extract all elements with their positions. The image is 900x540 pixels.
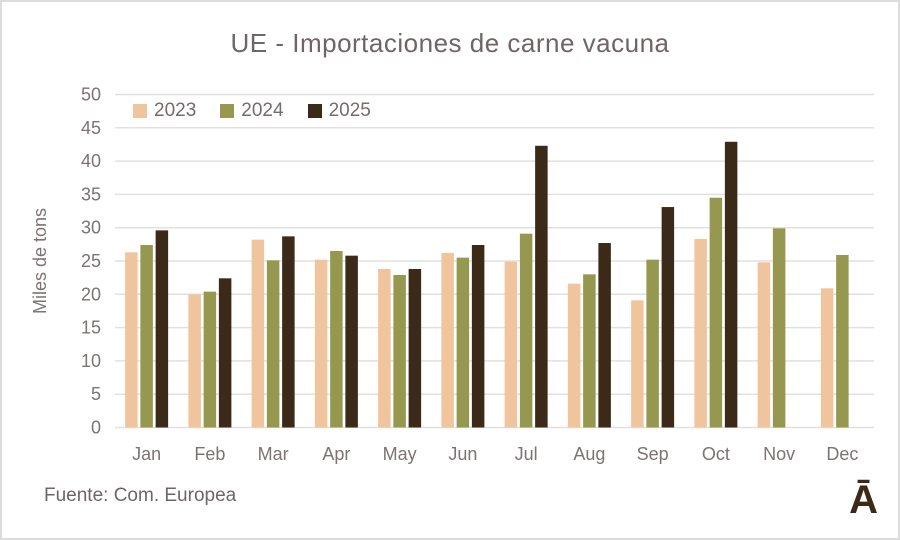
- y-tick-label-25: 25: [81, 251, 101, 271]
- x-tick-label-jun: Jun: [448, 444, 477, 464]
- x-tick-label-oct: Oct: [702, 444, 730, 464]
- bar-feb-2023: [188, 294, 201, 428]
- bar-may-2025: [408, 268, 422, 428]
- y-tick-label-40: 40: [81, 151, 101, 171]
- bar-jan-2024: [140, 245, 153, 428]
- bar-apr-2024: [330, 251, 343, 428]
- y-tick-label-50: 50: [81, 85, 101, 105]
- legend-label-2023: 2023: [154, 100, 197, 121]
- bar-sep-2023: [631, 300, 644, 428]
- brand-logo: Ā: [849, 478, 878, 522]
- gridlines: [115, 93, 874, 429]
- bar-jan-2025: [155, 230, 169, 428]
- y-tick-label-0: 0: [91, 418, 101, 438]
- y-axis-tick-labels: 0 5 10 15 20 25 30 35 40 45 50: [81, 85, 101, 438]
- bar-aug-2025: [598, 243, 611, 428]
- legend-item-2025: 2025: [307, 100, 371, 122]
- x-tick-label-nov: Nov: [763, 444, 795, 464]
- x-tick-label-jul: Jul: [515, 444, 538, 464]
- bar-oct-2024: [709, 197, 723, 428]
- y-tick-label-5: 5: [91, 384, 101, 404]
- bar-jul-2023: [504, 261, 518, 428]
- bar-feb-2024: [203, 291, 217, 428]
- bar-jan-2023: [125, 252, 138, 428]
- x-tick-label-apr: Apr: [322, 444, 350, 464]
- x-tick-label-aug: Aug: [573, 444, 605, 464]
- legend-label-2025: 2025: [328, 100, 371, 121]
- chart-title: UE - Importaciones de carne vacuna: [230, 28, 670, 58]
- y-tick-label-20: 20: [81, 284, 101, 304]
- bar-oct-2025: [724, 141, 738, 428]
- bar-dec-2023: [820, 288, 834, 428]
- legend: 2023 2024 2025: [133, 100, 371, 122]
- x-tick-label-may: May: [383, 444, 417, 464]
- bar-jun-2025: [471, 245, 485, 428]
- legend-swatch-2024: [220, 104, 235, 118]
- x-tick-label-dec: Dec: [826, 444, 858, 464]
- source-note: Fuente: Com. Europea: [44, 485, 237, 506]
- bar-apr-2023: [314, 259, 328, 428]
- bar-dec-2024: [836, 255, 849, 428]
- legend-swatch-2023: [133, 104, 147, 118]
- x-tick-label-feb: Feb: [194, 444, 225, 464]
- legend-item-2023: 2023: [133, 100, 196, 122]
- y-tick-label-35: 35: [81, 184, 101, 204]
- legend-item-2024: 2024: [220, 100, 284, 122]
- x-axis-tick-labels: Jan Feb Mar Apr May Jun Jul Aug Sep Oct Nov Dec: [132, 444, 858, 464]
- bar-jul-2025: [535, 145, 548, 428]
- bar-oct-2023: [694, 239, 707, 428]
- bar-apr-2025: [345, 255, 358, 428]
- bar-mar-2023: [251, 239, 265, 428]
- bar-may-2024: [393, 274, 406, 428]
- bar-jun-2023: [441, 253, 454, 428]
- bar-sep-2024: [646, 259, 659, 428]
- bar-jul-2024: [519, 233, 533, 428]
- bar-aug-2023: [567, 283, 581, 428]
- x-tick-label-jan: Jan: [132, 444, 161, 464]
- bar-feb-2025: [218, 278, 232, 428]
- bar-mar-2025: [282, 236, 295, 428]
- bar-sep-2025: [661, 207, 675, 428]
- bar-nov-2024: [772, 228, 786, 428]
- y-tick-label-15: 15: [81, 318, 101, 338]
- bar-mar-2024: [266, 260, 280, 428]
- bar-aug-2024: [583, 274, 596, 428]
- y-tick-label-30: 30: [81, 218, 101, 238]
- y-tick-label-10: 10: [81, 351, 101, 371]
- x-tick-label-mar: Mar: [258, 444, 289, 464]
- y-tick-label-45: 45: [81, 118, 101, 138]
- bar-jun-2024: [456, 257, 470, 428]
- legend-swatch-2025: [307, 104, 322, 118]
- bar-series: [125, 141, 849, 428]
- bar-may-2023: [378, 268, 391, 428]
- x-tick-label-sep: Sep: [637, 444, 669, 464]
- bar-nov-2023: [757, 262, 771, 428]
- legend-label-2024: 2024: [241, 100, 284, 121]
- y-axis-title: Miles de tons: [30, 208, 50, 314]
